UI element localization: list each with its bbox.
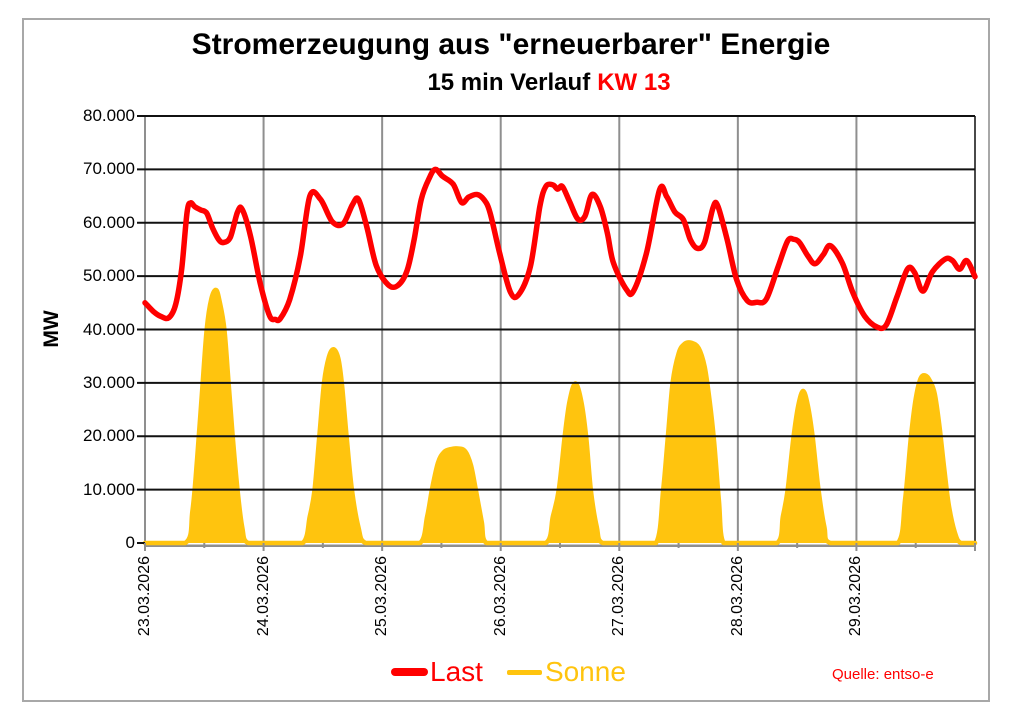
- chart-plot: [137, 115, 978, 551]
- source-credit: Quelle: entso-e: [832, 666, 934, 683]
- x-tick-label: 28.03.2026: [728, 556, 746, 637]
- x-tick-label: 27.03.2026: [610, 556, 628, 637]
- y-tick-label: 80.000: [83, 106, 135, 125]
- chart-title: Stromerzeugung aus "erneuerbarer" Energi…: [191, 28, 831, 61]
- x-tick-label: 25.03.2026: [373, 556, 391, 637]
- y-tick-label: 10.000: [83, 479, 135, 499]
- y-tick-label: 50.000: [83, 266, 135, 286]
- last-line: [142, 166, 978, 332]
- chart-legend: Last Sonne: [391, 655, 626, 689]
- y-tick-label: 60.000: [83, 212, 135, 232]
- legend-swatch-last: [391, 668, 428, 676]
- y-tick-label: 0: [125, 533, 135, 552]
- legend-label-sonne: Sonne: [544, 656, 626, 687]
- x-tick-label: 29.03.2026: [847, 556, 865, 637]
- chart-frame-border: [22, 18, 990, 702]
- subtitle-prefix: 15 min Verlauf: [427, 69, 591, 96]
- legend-label-last: Last: [430, 656, 483, 687]
- y-tick-label: 70.000: [83, 159, 135, 179]
- legend-swatch-sonne: [506, 669, 542, 675]
- subtitle-week-highlight: KW 13: [597, 69, 671, 96]
- chart-subtitle: 15 min Verlauf KW 13: [427, 70, 670, 96]
- y-tick-label: 20.000: [83, 426, 135, 446]
- sonne-line: [142, 287, 978, 546]
- y-tick-label: 40.000: [83, 319, 135, 339]
- y-tick-label: 30.000: [83, 372, 135, 392]
- x-tick-label: 26.03.2026: [491, 556, 509, 637]
- sonne-area: [145, 289, 975, 543]
- x-tick-label: 23.03.2026: [136, 556, 153, 637]
- x-tick-label: 24.03.2026: [254, 556, 272, 637]
